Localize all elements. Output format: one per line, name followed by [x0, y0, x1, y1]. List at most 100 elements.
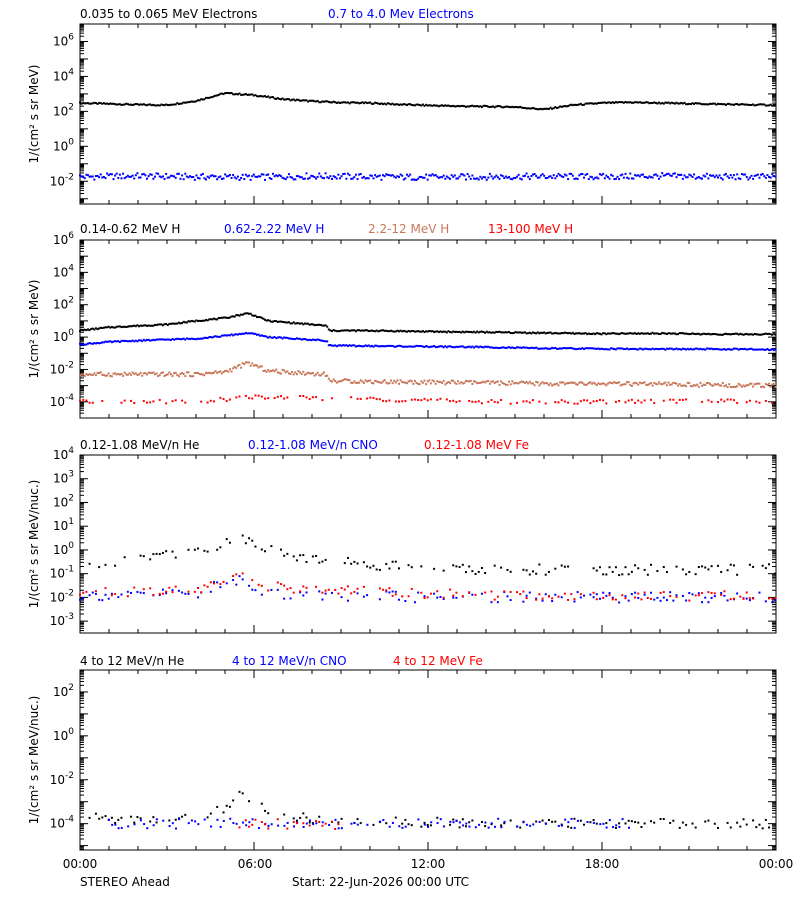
data-point — [177, 321, 180, 324]
data-point — [477, 381, 480, 384]
data-point — [346, 599, 349, 602]
data-point — [519, 381, 522, 384]
data-point — [158, 553, 161, 556]
data-point — [359, 329, 362, 332]
data-point — [648, 102, 651, 105]
data-point — [224, 173, 227, 176]
data-point — [471, 345, 474, 348]
data-point — [516, 401, 519, 404]
data-point — [745, 348, 748, 351]
data-point — [227, 370, 230, 373]
data-point — [434, 346, 437, 349]
data-point — [262, 173, 265, 176]
data-point — [165, 338, 168, 341]
data-point — [654, 173, 657, 176]
data-point — [447, 380, 450, 383]
data-point — [524, 106, 527, 109]
legend-label: 0.035 to 0.065 MeV Electrons — [80, 7, 257, 21]
data-point — [619, 101, 622, 104]
data-point — [509, 590, 512, 593]
data-point — [771, 597, 774, 600]
data-point — [252, 314, 255, 317]
data-point — [254, 94, 257, 97]
data-point — [149, 324, 152, 327]
data-point — [646, 348, 649, 351]
data-point — [112, 102, 115, 105]
data-point — [691, 102, 694, 105]
data-point — [372, 823, 375, 826]
data-point — [318, 323, 321, 326]
data-point — [595, 598, 598, 601]
data-point — [345, 101, 348, 104]
data-point — [468, 345, 471, 348]
data-point — [656, 596, 659, 599]
data-point — [707, 177, 710, 180]
data-point — [385, 329, 388, 332]
data-point — [260, 821, 263, 824]
data-point — [562, 105, 565, 108]
data-point — [544, 402, 547, 405]
data-point — [260, 802, 263, 805]
data-point — [107, 103, 110, 106]
series-4 — [79, 394, 774, 405]
data-point — [271, 336, 274, 339]
data-point — [222, 811, 225, 814]
data-point — [736, 347, 739, 350]
data-point — [630, 177, 633, 180]
data-point — [235, 396, 238, 399]
data-point — [235, 333, 238, 336]
data-point — [112, 178, 115, 181]
data-point — [343, 101, 346, 104]
data-point — [327, 344, 330, 347]
data-point — [455, 591, 458, 594]
data-point — [632, 101, 635, 104]
data-point — [342, 173, 345, 176]
data-point — [562, 175, 565, 178]
data-point — [120, 326, 123, 329]
data-point — [248, 821, 251, 824]
data-point — [401, 400, 404, 403]
data-point — [254, 394, 257, 397]
data-point — [586, 347, 589, 350]
data-point — [106, 102, 109, 105]
data-point — [514, 331, 517, 334]
data-point — [710, 384, 713, 387]
data-point — [423, 331, 426, 334]
data-point — [624, 595, 627, 598]
data-point — [425, 330, 428, 333]
data-point — [736, 401, 739, 404]
data-point — [388, 174, 391, 177]
data-point — [634, 348, 637, 351]
data-point — [358, 173, 361, 176]
data-point — [589, 593, 592, 596]
data-point — [136, 324, 139, 327]
data-point — [745, 175, 748, 178]
data-point — [300, 373, 303, 376]
data-point — [273, 319, 276, 322]
data-point — [595, 569, 598, 572]
data-point — [391, 344, 394, 347]
data-point — [678, 347, 681, 350]
data-point — [174, 338, 177, 341]
data-point — [610, 347, 613, 350]
data-point — [624, 822, 627, 825]
data-point — [101, 599, 104, 602]
y-tick-label: 102 — [53, 102, 74, 118]
data-point — [319, 101, 322, 104]
data-point — [484, 821, 487, 824]
data-point — [181, 399, 184, 402]
data-point — [364, 177, 367, 180]
data-point — [388, 825, 391, 828]
data-point — [672, 819, 675, 822]
data-point — [195, 338, 198, 341]
data-point — [375, 380, 378, 383]
data-point — [439, 345, 442, 348]
data-point — [194, 820, 197, 823]
data-point — [763, 175, 766, 178]
data-point — [589, 347, 592, 350]
data-point — [665, 599, 668, 602]
data-point — [206, 816, 209, 819]
data-point — [549, 106, 552, 109]
data-point — [388, 567, 391, 570]
data-point — [292, 820, 295, 823]
